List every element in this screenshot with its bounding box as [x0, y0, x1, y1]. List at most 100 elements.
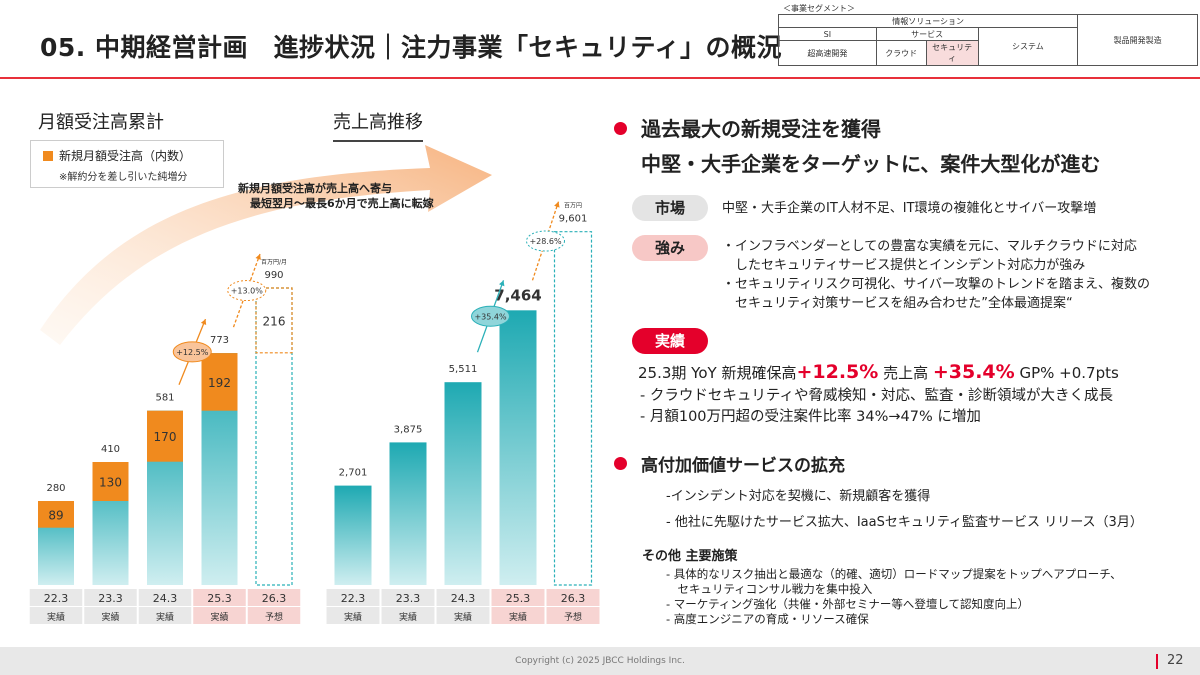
- x-tick-sublabel: 実績: [210, 611, 228, 623]
- growth-arrow-head: [200, 319, 207, 326]
- footer: Copyright (c) 2025 JBCC Holdings Inc. 22: [0, 647, 1200, 675]
- footer-accent-bar: [1156, 654, 1158, 669]
- x-tick-label: 22.3: [341, 592, 366, 605]
- category-cell: [491, 589, 545, 606]
- x-tick-label: 26.3: [262, 592, 287, 605]
- market-tag: 市場: [632, 195, 708, 221]
- strength-text: ・インフラベンダーとしての豊富な実績を元に、マルチクラウドに対応 したセキュリテ…: [722, 237, 1150, 313]
- growth-badge: [227, 280, 267, 302]
- charts-canvas: 89 280 22.3 実績 130 410 23.3 実績 170 581 24.3 実績 192 77…: [29, 145, 600, 624]
- big-trend-arrow: [40, 145, 492, 345]
- segment-security: セキュリティ: [925, 40, 979, 66]
- growth-label: +35.4%: [474, 312, 507, 321]
- x-tick-label: 26.3: [561, 592, 586, 605]
- bar-value-label: 7,464: [494, 286, 541, 304]
- bar-forecast: [553, 231, 593, 586]
- x-tick-sublabel: 実績: [454, 611, 472, 623]
- results-line: - 月額100万円超の受注案件比率 34%→47% に増加: [640, 409, 981, 425]
- others-line: セキュリティコンサル戦力を集中投入: [666, 582, 873, 596]
- bar: [444, 382, 482, 585]
- growth-arrow-line: [232, 253, 261, 328]
- bar-forecast: [255, 287, 293, 586]
- bar-value-label: 410: [101, 444, 120, 455]
- bar-segment-new-orders: [38, 501, 74, 528]
- others-list: - 具体的なリスク抽出と最適な（的確、適切）ロードマップ提案をトップへアプローチ…: [666, 567, 1122, 627]
- high-value-line: - 他社に先駆けたサービス拡大、IaaSセキュリティ監査サービス リリース（3月…: [666, 515, 1143, 530]
- growth-label: +28.6%: [529, 237, 562, 246]
- bar-segment-forecast: [255, 287, 293, 354]
- x-tick-sublabel: 実績: [399, 611, 417, 623]
- category-subcell: [138, 607, 192, 624]
- segment-value-label: 170: [154, 430, 177, 444]
- strength-line: したセキュリティサービス提供とインシデント対応力が強み: [722, 258, 1086, 273]
- high-value-title: 高付加価値サービスの拡充: [614, 451, 845, 476]
- trend-arrow-note-line-1: 新規月額受注高が売上高へ寄与: [238, 182, 392, 195]
- x-tick-sublabel: 実績: [509, 611, 527, 623]
- growth-badge: [526, 230, 565, 252]
- x-tick-label: 24.3: [153, 592, 178, 605]
- bar: [334, 485, 372, 585]
- x-tick-label: 22.3: [44, 592, 69, 605]
- segment-value-label: 130: [99, 476, 122, 490]
- growth-label: +12.5%: [176, 348, 209, 357]
- legend-label-new-orders: 新規月額受注高（内数）: [59, 149, 192, 163]
- segment-service: サービス: [875, 27, 979, 42]
- segment-system: システム: [977, 27, 1079, 66]
- growth-arrow-head: [554, 201, 560, 208]
- category-subcell: [84, 607, 137, 624]
- growth-arrow-head: [499, 280, 505, 287]
- category-subcell: [247, 607, 301, 624]
- results-line: - クラウドセキュリティや脅威検知・対応、監査・診断領域が大きく成長: [640, 388, 1113, 404]
- chart-sales: 2,701 22.3 実績 3,875 23.3 実績 5,511 24.3 実績 7,464 25…: [326, 201, 600, 624]
- trend-arrow-note: 新規月額受注高が売上高へ寄与 最短翌月～最長6か月で売上高に転嫁: [238, 181, 434, 211]
- x-tick-label: 24.3: [451, 592, 476, 605]
- x-tick-sublabel: 実績: [156, 611, 174, 623]
- bar: [389, 442, 427, 585]
- footer-copyright: Copyright (c) 2025 JBCC Holdings Inc.: [515, 656, 685, 666]
- others-line: - マーケティング強化（共催・外部セミナー等へ登壇して認知度向上）: [666, 597, 1030, 611]
- bar-value-label: 3,875: [394, 424, 423, 435]
- x-tick-label: 23.3: [396, 592, 421, 605]
- bullet-dot-icon: [614, 122, 627, 135]
- segment-si: SI: [778, 27, 877, 42]
- title-divider: [0, 77, 1200, 79]
- chart-monthly-orders-title: 月額受注高累計: [38, 108, 164, 142]
- bar-value-label: 5,511: [449, 364, 478, 375]
- segment-product-dev: 製品開発製造: [1077, 14, 1198, 66]
- results-list: - クラウドセキュリティや脅威検知・対応、監査・診断領域が大きく成長 - 月額1…: [640, 386, 1113, 428]
- x-tick-label: 23.3: [98, 592, 123, 605]
- results-tag: 実績: [632, 328, 708, 354]
- bar-value-label: 280: [46, 483, 65, 494]
- unit-label: 百万円/月: [261, 259, 287, 266]
- segment-cloud: クラウド: [875, 40, 927, 66]
- x-tick-label: 25.3: [207, 592, 232, 605]
- results-summary: 25.3期 YoY 新規確保高+12.5% 売上高 +35.4% GP% +0.…: [638, 361, 1119, 383]
- category-cell: [247, 589, 301, 606]
- category-cell: [193, 589, 246, 606]
- legend-note: ※解約分を差し引いた純増分: [59, 172, 188, 183]
- segment-info-solution: 情報ソリューション: [777, 13, 1079, 29]
- others-line: - 高度エンジニアの育成・リソース確保: [666, 612, 869, 626]
- growth-badge: [172, 341, 212, 363]
- category-cell: [546, 589, 600, 606]
- bar-segment-new-orders: [147, 410, 183, 462]
- category-cell: [84, 589, 137, 606]
- category-cell: [29, 589, 83, 606]
- results-sales-pct: +35.4%: [932, 361, 1015, 383]
- segment-table: 情報ソリューション 製品開発製造 SI サービス システム 超高速開発 クラウド…: [777, 13, 1198, 66]
- high-value-list: -インシデント対応を契機に、新規顧客を獲得 - 他社に先駆けたサービス拡大、Ia…: [666, 484, 1143, 536]
- category-subcell: [436, 607, 490, 624]
- results-new-pct: +12.5%: [796, 361, 879, 383]
- bar-value-label: 9,601: [559, 214, 588, 225]
- category-cell: [436, 589, 490, 606]
- strength-line: セキュリティ対策サービスを組み合わせた”全体最適提案“: [722, 296, 1073, 311]
- bar-value-label: 990: [264, 270, 283, 281]
- headline-1: 過去最大の新規受注を獲得: [614, 113, 881, 142]
- page-title: 05. 中期経営計画 進捗状況｜注力事業「セキュリティ」の概況: [40, 33, 782, 62]
- x-tick-sublabel: 予想: [564, 611, 582, 623]
- category-subcell: [546, 607, 600, 624]
- bar: [499, 310, 537, 585]
- page-number: 22: [1167, 653, 1184, 668]
- x-tick-sublabel: 実績: [101, 611, 119, 623]
- headline-2: 中堅・大手企業をターゲットに、案件大型化が進む: [641, 152, 1101, 176]
